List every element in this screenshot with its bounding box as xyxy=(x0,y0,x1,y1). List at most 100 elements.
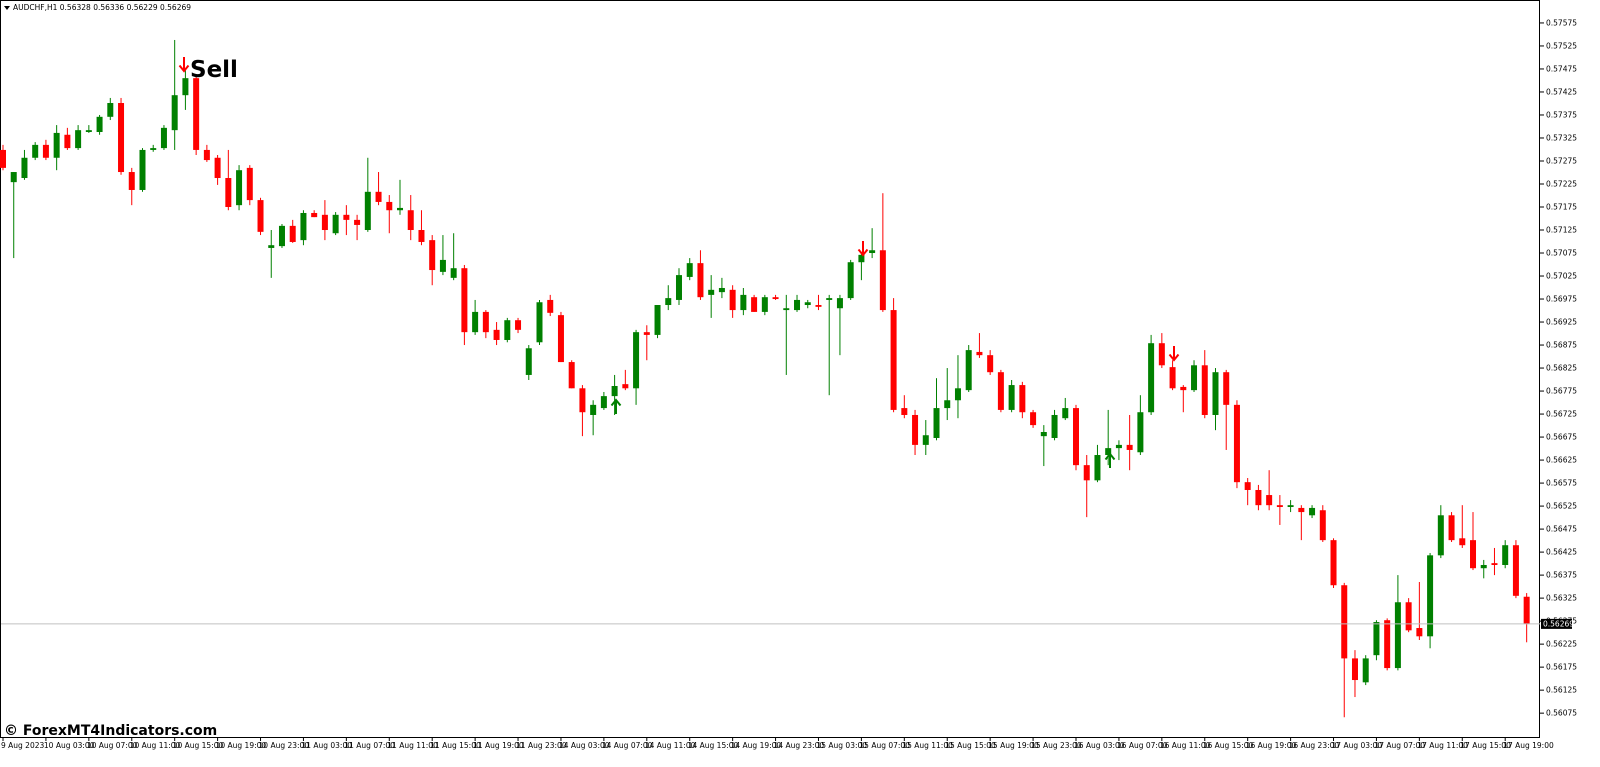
y-tick-label: 0.57125 xyxy=(1546,226,1577,235)
candle-body xyxy=(515,320,522,330)
candle-body xyxy=(236,170,243,206)
candle-body xyxy=(139,149,146,190)
price-label: 0.56269 xyxy=(1543,619,1574,628)
y-tick-label: 0.56225 xyxy=(1546,640,1577,649)
y-tick-label: 0.56925 xyxy=(1546,318,1577,327)
candle-body xyxy=(300,212,307,241)
candle-body xyxy=(729,289,736,311)
candle-body xyxy=(450,268,457,278)
candle-body xyxy=(751,297,758,312)
candle-body xyxy=(568,362,575,389)
candle-body xyxy=(600,396,607,409)
candle-body xyxy=(665,298,672,306)
candle-body xyxy=(407,210,414,231)
candle-body xyxy=(1255,489,1262,506)
candle-body xyxy=(278,225,285,247)
candle-body xyxy=(1223,372,1230,405)
x-tick-label: 16 Aug 23:00 xyxy=(1289,741,1340,750)
x-tick-label: 10 Aug 19:00 xyxy=(216,741,267,750)
x-tick-label: 15 Aug 23:00 xyxy=(1031,741,1082,750)
candle-body xyxy=(182,78,189,96)
candle-body xyxy=(783,308,790,311)
candle-body xyxy=(1040,432,1047,437)
candle-body xyxy=(740,294,747,311)
candle-body xyxy=(53,132,60,158)
y-tick-label: 0.57025 xyxy=(1546,272,1577,281)
price-label-box xyxy=(1541,618,1572,629)
candle-body xyxy=(0,149,6,168)
x-tick-label: 10 Aug 11:00 xyxy=(130,741,181,750)
buy-arrow xyxy=(1104,452,1116,468)
candle-body xyxy=(171,95,178,131)
x-tick-label: 16 Aug 07:00 xyxy=(1117,741,1168,750)
y-tick-label: 0.56975 xyxy=(1546,295,1577,304)
candle-body xyxy=(1309,507,1316,516)
candle-body xyxy=(675,275,682,300)
x-tick-label: 10 Aug 23:00 xyxy=(259,741,310,750)
candle-body xyxy=(944,400,951,409)
candle-body xyxy=(922,435,929,445)
x-tick-label: 14 Aug 15:00 xyxy=(688,741,739,750)
candle-body xyxy=(439,259,446,272)
x-tick-label: 11 Aug 19:00 xyxy=(473,741,524,750)
candle-body xyxy=(997,372,1004,410)
candle-body xyxy=(118,103,125,173)
x-tick-label: 14 Aug 23:00 xyxy=(774,741,825,750)
x-tick-label: 11 Aug 15:00 xyxy=(430,741,481,750)
candle-body xyxy=(557,315,564,363)
y-tick-label: 0.56475 xyxy=(1546,525,1577,534)
candle-body xyxy=(794,299,801,311)
candle-body xyxy=(1480,564,1487,569)
x-tick-label: 15 Aug 03:00 xyxy=(816,741,867,750)
candle-body xyxy=(1266,495,1273,506)
x-tick-label: 10 Aug 03:00 xyxy=(44,741,95,750)
candle-body xyxy=(1470,540,1477,569)
candle-body xyxy=(879,250,886,311)
candle-body xyxy=(525,348,532,375)
candle-body xyxy=(547,299,554,313)
y-tick-label: 0.56525 xyxy=(1546,502,1577,511)
candle-body xyxy=(96,116,103,132)
candle-body xyxy=(976,351,983,356)
candle-body xyxy=(1115,444,1122,449)
y-tick-label: 0.56325 xyxy=(1546,594,1577,603)
candle-body xyxy=(1437,515,1444,556)
candle-body xyxy=(1502,545,1509,565)
sell-label: Sell xyxy=(190,57,238,83)
candle-body xyxy=(912,414,919,445)
y-tick-label: 0.56425 xyxy=(1546,548,1577,557)
candle-body xyxy=(1319,510,1326,541)
candle-body xyxy=(311,212,318,218)
candle-body xyxy=(1287,505,1294,508)
y-tick-label: 0.57175 xyxy=(1546,203,1577,212)
sell-arrow xyxy=(1168,346,1180,362)
candle-body xyxy=(858,254,865,263)
x-tick-label: 16 Aug 11:00 xyxy=(1160,741,1211,750)
candle-body xyxy=(1512,545,1519,596)
x-tick-label: 14 Aug 11:00 xyxy=(645,741,696,750)
candle-body xyxy=(343,214,350,220)
candle-body xyxy=(1062,408,1069,419)
candle-body xyxy=(815,305,822,307)
x-tick-label: 17 Aug 19:00 xyxy=(1503,741,1554,750)
candle-body xyxy=(1459,538,1466,546)
y-tick-label: 0.57225 xyxy=(1546,179,1577,188)
candle-body xyxy=(21,157,28,179)
candle-body xyxy=(1427,555,1434,637)
y-tick-label: 0.56375 xyxy=(1546,571,1577,580)
y-tick-label: 0.57275 xyxy=(1546,156,1577,165)
x-tick-label: 11 Aug 11:00 xyxy=(387,741,438,750)
menu-triangle xyxy=(4,6,10,10)
candle-body xyxy=(107,103,114,117)
candle-body xyxy=(933,408,940,438)
candle-body xyxy=(128,172,135,190)
candle-body xyxy=(246,167,253,201)
buy-arrow xyxy=(610,398,622,414)
x-tick-label: 10 Aug 07:00 xyxy=(87,741,138,750)
candle-body xyxy=(1523,596,1530,624)
candle-body xyxy=(504,320,511,340)
candle-body xyxy=(590,404,597,415)
candle-body xyxy=(418,230,425,242)
